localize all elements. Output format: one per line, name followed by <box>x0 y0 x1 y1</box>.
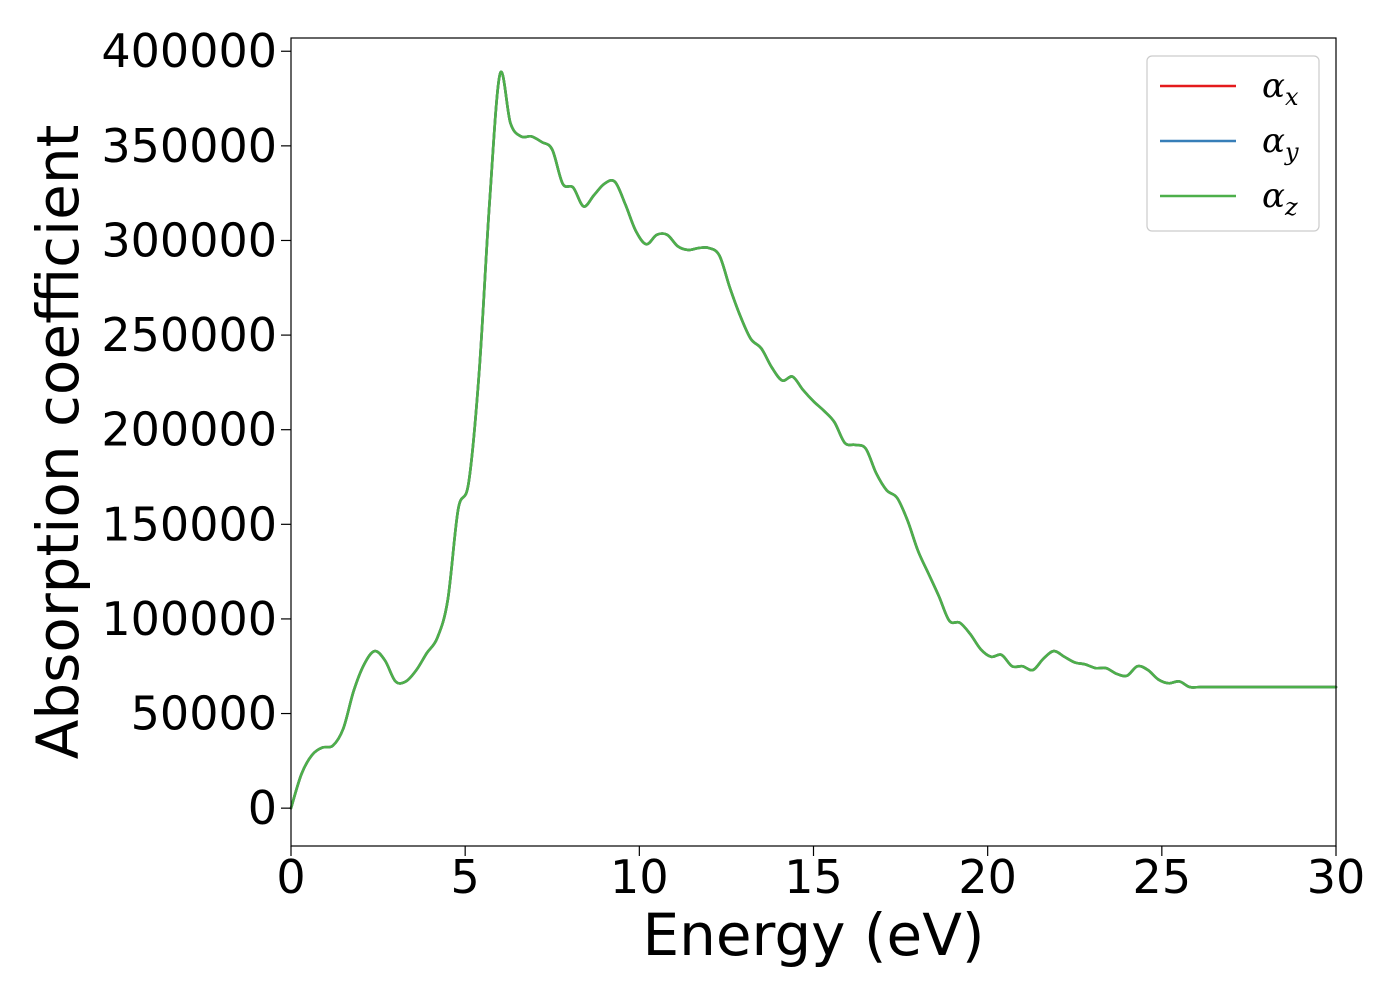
x-tick-label: 20 <box>958 850 1017 904</box>
x-axis-ticks: 0 5 10 15 20 25 30 <box>276 846 1365 904</box>
y-tick-label: 150000 <box>101 497 277 551</box>
x-tick-label: 0 <box>276 850 305 904</box>
series-line-z-2 <box>289 70 1338 810</box>
legend-subscript: z <box>1284 193 1298 221</box>
legend-symbol: α <box>1262 121 1285 161</box>
x-tick-label: 25 <box>1133 850 1192 904</box>
y-tick-label: 200000 <box>101 403 277 457</box>
x-tick-label: 15 <box>784 850 843 904</box>
legend-subscript: y <box>1284 138 1299 166</box>
y-axis-label: Absorption coefficient <box>24 125 92 760</box>
legend-box <box>1146 55 1320 232</box>
x-tick-label: 30 <box>1307 850 1366 904</box>
legend-label: αx <box>1262 66 1299 111</box>
x-tick-label: 5 <box>451 850 480 904</box>
x-tick-label: 10 <box>610 850 669 904</box>
y-axis-ticks: 0 50000 100000 150000 200000 250000 300000 3500… <box>101 24 291 835</box>
y-tick-label: 400000 <box>101 24 277 78</box>
legend-subscript: x <box>1285 83 1299 111</box>
legend-symbol: α <box>1262 176 1285 216</box>
legend-label: αz <box>1262 176 1298 221</box>
legend-label: αy <box>1262 121 1299 166</box>
y-tick-label: 350000 <box>101 119 277 173</box>
x-axis-label: Energy (eV) <box>642 901 984 969</box>
y-tick-label: 250000 <box>101 308 277 362</box>
legend-symbol: α <box>1262 66 1285 106</box>
series-layer <box>289 70 1338 810</box>
y-tick-label: 300000 <box>101 213 277 267</box>
y-tick-label: 100000 <box>101 592 277 646</box>
y-tick-label: 0 <box>248 781 277 835</box>
y-tick-label: 50000 <box>131 687 277 741</box>
